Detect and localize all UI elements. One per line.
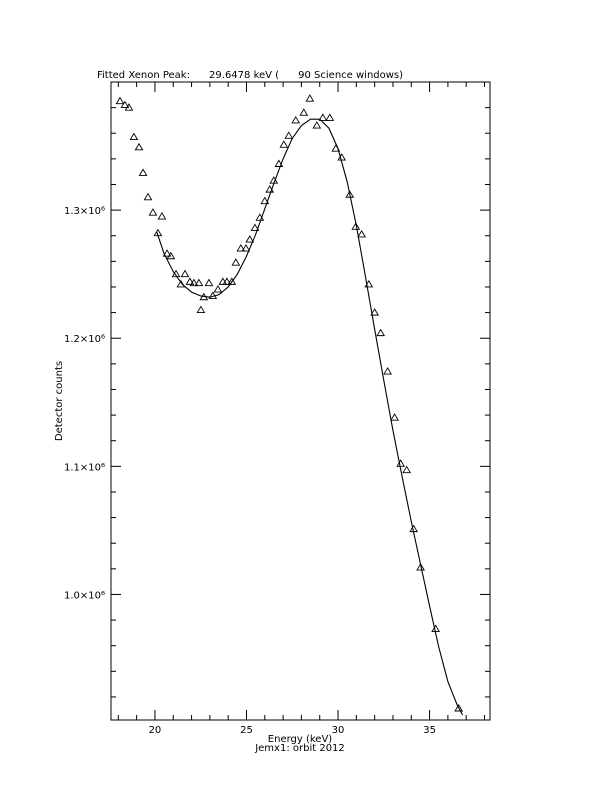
data-point bbox=[383, 367, 393, 375]
data-point bbox=[241, 244, 251, 252]
y-tick-label: 1.1×10⁶ bbox=[64, 462, 105, 473]
x-tick-label: 35 bbox=[423, 725, 436, 736]
data-point bbox=[120, 100, 130, 109]
data-point bbox=[250, 223, 260, 232]
data-point bbox=[351, 222, 361, 230]
fit-line bbox=[156, 118, 464, 716]
data-point bbox=[312, 121, 322, 129]
y-tick-label: 1.0×10⁶ bbox=[64, 590, 105, 601]
plot-frame bbox=[110, 81, 491, 721]
y-axis-label: Detector counts bbox=[54, 361, 65, 441]
data-point bbox=[402, 465, 412, 474]
data-point bbox=[274, 159, 284, 167]
data-point bbox=[180, 269, 190, 278]
data-point bbox=[227, 277, 237, 285]
data-point bbox=[325, 113, 335, 121]
data-point bbox=[189, 278, 199, 287]
data-point bbox=[390, 413, 399, 421]
data-point bbox=[143, 192, 153, 201]
data-point bbox=[166, 251, 176, 260]
data-point bbox=[337, 153, 347, 161]
data-point bbox=[129, 132, 139, 141]
data-point bbox=[194, 278, 204, 287]
data-point bbox=[185, 277, 195, 285]
data-point bbox=[231, 258, 241, 266]
data-point bbox=[204, 278, 214, 287]
data-point bbox=[222, 277, 232, 285]
data-point bbox=[299, 108, 309, 116]
data-point bbox=[305, 94, 315, 102]
data-point bbox=[345, 190, 355, 198]
data-point bbox=[291, 115, 301, 124]
data-point bbox=[370, 308, 380, 316]
data-point bbox=[245, 235, 255, 243]
data-point bbox=[357, 229, 367, 238]
x-axis-label: Energy (keV) bbox=[268, 734, 333, 745]
data-point bbox=[396, 459, 406, 467]
subtitle: Jemx1: orbit 2012 bbox=[254, 743, 345, 754]
data-point bbox=[213, 285, 223, 293]
data-point bbox=[284, 131, 294, 139]
data-point bbox=[157, 212, 167, 220]
y-tick-label: 1.2×10⁶ bbox=[64, 334, 105, 345]
chart-title: Fitted Xenon Peak: 29.6478 keV ( 90 Scie… bbox=[97, 70, 403, 81]
y-tick-label: 1.3×10⁶ bbox=[64, 206, 105, 217]
data-point bbox=[376, 328, 386, 337]
data-point bbox=[115, 96, 125, 105]
data-point bbox=[176, 279, 186, 288]
x-tick-label: 20 bbox=[149, 725, 162, 736]
data-point bbox=[162, 249, 172, 257]
x-tick-label: 30 bbox=[332, 725, 345, 736]
data-point bbox=[148, 208, 158, 216]
data-point bbox=[454, 703, 464, 712]
data-point bbox=[318, 113, 328, 121]
data-point bbox=[236, 244, 246, 252]
data-point bbox=[138, 168, 148, 176]
data-point bbox=[416, 563, 425, 571]
data-point bbox=[196, 305, 206, 314]
data-point bbox=[134, 142, 144, 151]
data-point bbox=[124, 103, 134, 111]
data-point bbox=[279, 140, 289, 148]
x-tick-label: 25 bbox=[240, 725, 253, 736]
data-point bbox=[260, 196, 270, 205]
